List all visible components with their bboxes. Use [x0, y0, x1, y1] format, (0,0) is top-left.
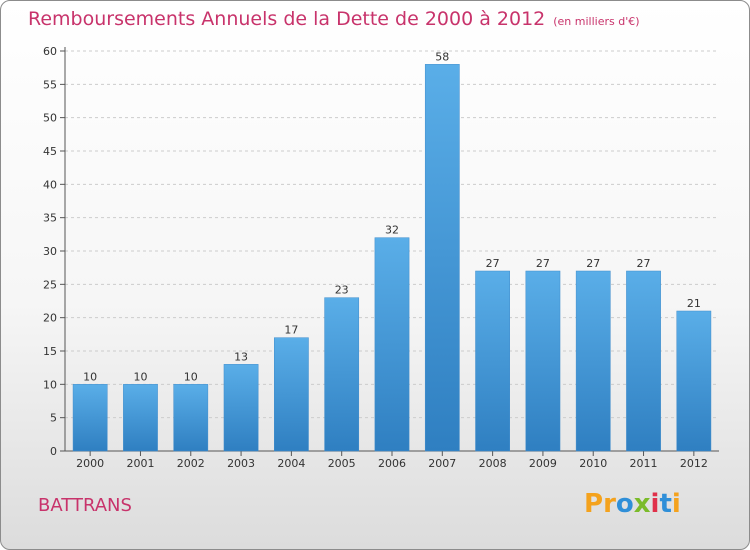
- x-tick-label: 2002: [177, 457, 205, 470]
- bar: [123, 384, 158, 452]
- bar: [223, 364, 259, 452]
- x-tick-label: 2003: [227, 457, 255, 470]
- bar: [324, 297, 360, 452]
- data-label: 17: [284, 324, 298, 337]
- y-tick-label: 10: [43, 378, 57, 391]
- y-tick-label: 50: [43, 112, 57, 125]
- data-label: 27: [586, 257, 600, 270]
- data-label: 23: [335, 284, 349, 297]
- logo-letter: x: [633, 489, 651, 519]
- bar: [274, 337, 309, 452]
- x-tick-label: 2004: [277, 457, 305, 470]
- bars: [72, 64, 712, 452]
- chart-title: Remboursements Annuels de la Dette de 20…: [28, 8, 640, 30]
- x-tick-label: 2009: [529, 457, 557, 470]
- data-label: 27: [486, 257, 500, 270]
- y-tick-label: 60: [43, 45, 57, 58]
- y-tick-label: 35: [43, 212, 57, 225]
- x-tick-label: 2007: [428, 457, 456, 470]
- x-tick-label: 2011: [630, 457, 658, 470]
- bar: [424, 64, 460, 452]
- bar: [626, 270, 661, 452]
- x-tick-label: 2001: [126, 457, 154, 470]
- logo-letter: i: [671, 489, 681, 519]
- place-name: BATTRANS: [38, 495, 132, 516]
- data-label: 21: [687, 297, 701, 310]
- logo-letter: i: [650, 489, 660, 519]
- labels: 0 5 10 15 20 25 30 35 40 45 50 55 60 10 2000 10 2001 10 20…: [43, 45, 708, 470]
- bar: [575, 270, 611, 452]
- y-tick-label: 25: [43, 278, 57, 291]
- x-tick-label: 2008: [479, 457, 507, 470]
- x-tick-label: 2012: [680, 457, 708, 470]
- data-label: 32: [385, 224, 399, 237]
- x-tick-label: 2000: [76, 457, 104, 470]
- x-tick-label: 2005: [328, 457, 356, 470]
- bar: [475, 270, 510, 452]
- bar: [72, 384, 108, 452]
- y-tick-label: 40: [43, 178, 57, 191]
- y-tick-label: 15: [43, 345, 57, 358]
- data-label: 13: [234, 350, 248, 363]
- logo-letter: t: [659, 489, 672, 519]
- data-label: 27: [536, 257, 550, 270]
- y-tick-label: 30: [43, 245, 57, 258]
- logo-letter: r: [603, 489, 616, 519]
- title-text: Remboursements Annuels de la Dette de 20…: [28, 8, 546, 30]
- y-tick-label: 5: [50, 412, 57, 425]
- logo-letter: o: [615, 489, 634, 519]
- logo-letter: P: [584, 489, 604, 519]
- x-tick-label: 2006: [378, 457, 406, 470]
- bar: [676, 310, 712, 452]
- data-label: 58: [435, 50, 449, 63]
- bar: [173, 384, 209, 452]
- data-label: 10: [83, 370, 97, 383]
- x-tick-label: 2010: [579, 457, 607, 470]
- y-tick-label: 0: [50, 445, 57, 458]
- data-label: 10: [184, 370, 198, 383]
- chart-subtitle: (en milliers d'€): [553, 15, 640, 28]
- bar: [374, 237, 410, 452]
- proxiti-logo: Proxiti: [584, 489, 681, 519]
- y-tick-label: 20: [43, 312, 57, 325]
- y-tick-label: 45: [43, 145, 57, 158]
- data-label: 10: [133, 370, 147, 383]
- y-tick-label: 55: [43, 78, 57, 91]
- data-label: 27: [637, 257, 651, 270]
- bar: [525, 270, 561, 452]
